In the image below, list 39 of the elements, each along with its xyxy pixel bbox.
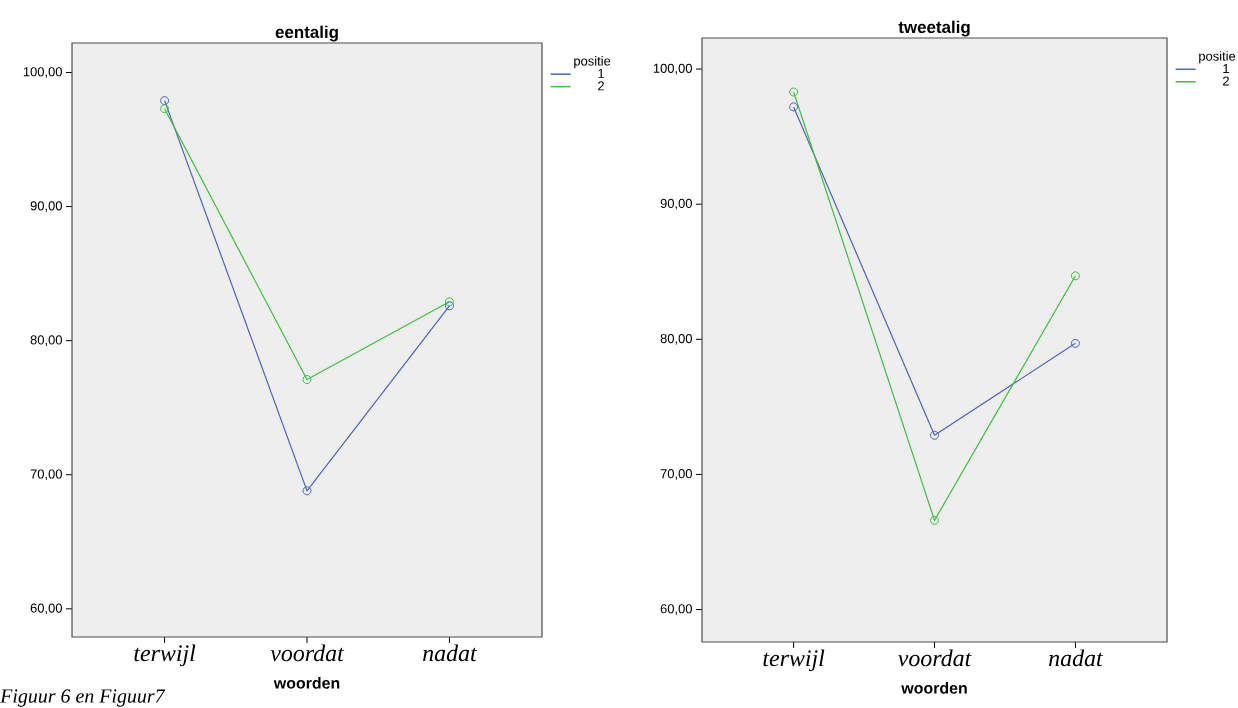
y-tick-label: 100,00 [653, 63, 692, 75]
chart-title: tweetalig [898, 20, 970, 37]
y-tick-label: 60,00 [30, 603, 62, 615]
y-tick-label: 100,00 [23, 67, 62, 78]
legend-label: 2 [598, 81, 604, 91]
legend-label: 1 [1223, 64, 1229, 73]
point [302, 486, 312, 496]
x-tick-label: nadat [1049, 649, 1104, 667]
y-tick-label: 80,00 [660, 333, 692, 345]
point [160, 104, 170, 114]
legend-title: positie [574, 56, 611, 69]
x-tick-label: terwijl [134, 644, 196, 667]
y-tick-label: 80,00 [30, 335, 62, 346]
point [789, 102, 799, 112]
point [302, 375, 312, 385]
y-tick-label: 60,00 [660, 604, 692, 615]
legend-label: 2 [1223, 76, 1229, 86]
point [789, 87, 799, 97]
point [930, 430, 940, 440]
point [1070, 271, 1080, 281]
point [1070, 338, 1080, 348]
y-tick-label: 70,00 [660, 469, 692, 480]
point [444, 301, 454, 311]
x-axis-title: woorden [901, 682, 967, 694]
y-tick-label: 90,00 [30, 201, 62, 212]
legend-label: 1 [598, 68, 604, 78]
point [930, 515, 940, 525]
x-tick-label: voordat [898, 649, 972, 667]
y-tick-label: 70,00 [30, 469, 62, 481]
legend-title: positie [1199, 51, 1236, 64]
point [160, 96, 170, 106]
y-tick-label: 90,00 [660, 198, 692, 210]
chart-title: eentalig [275, 25, 338, 42]
point [444, 297, 454, 307]
x-tick-label: terwijl [763, 649, 825, 672]
x-tick-label: voordat [270, 644, 345, 662]
x-axis-title: woorden [273, 677, 340, 689]
x-tick-label: nadat [423, 644, 478, 662]
text: Figuur 6 en Figuur7 [0, 689, 166, 707]
